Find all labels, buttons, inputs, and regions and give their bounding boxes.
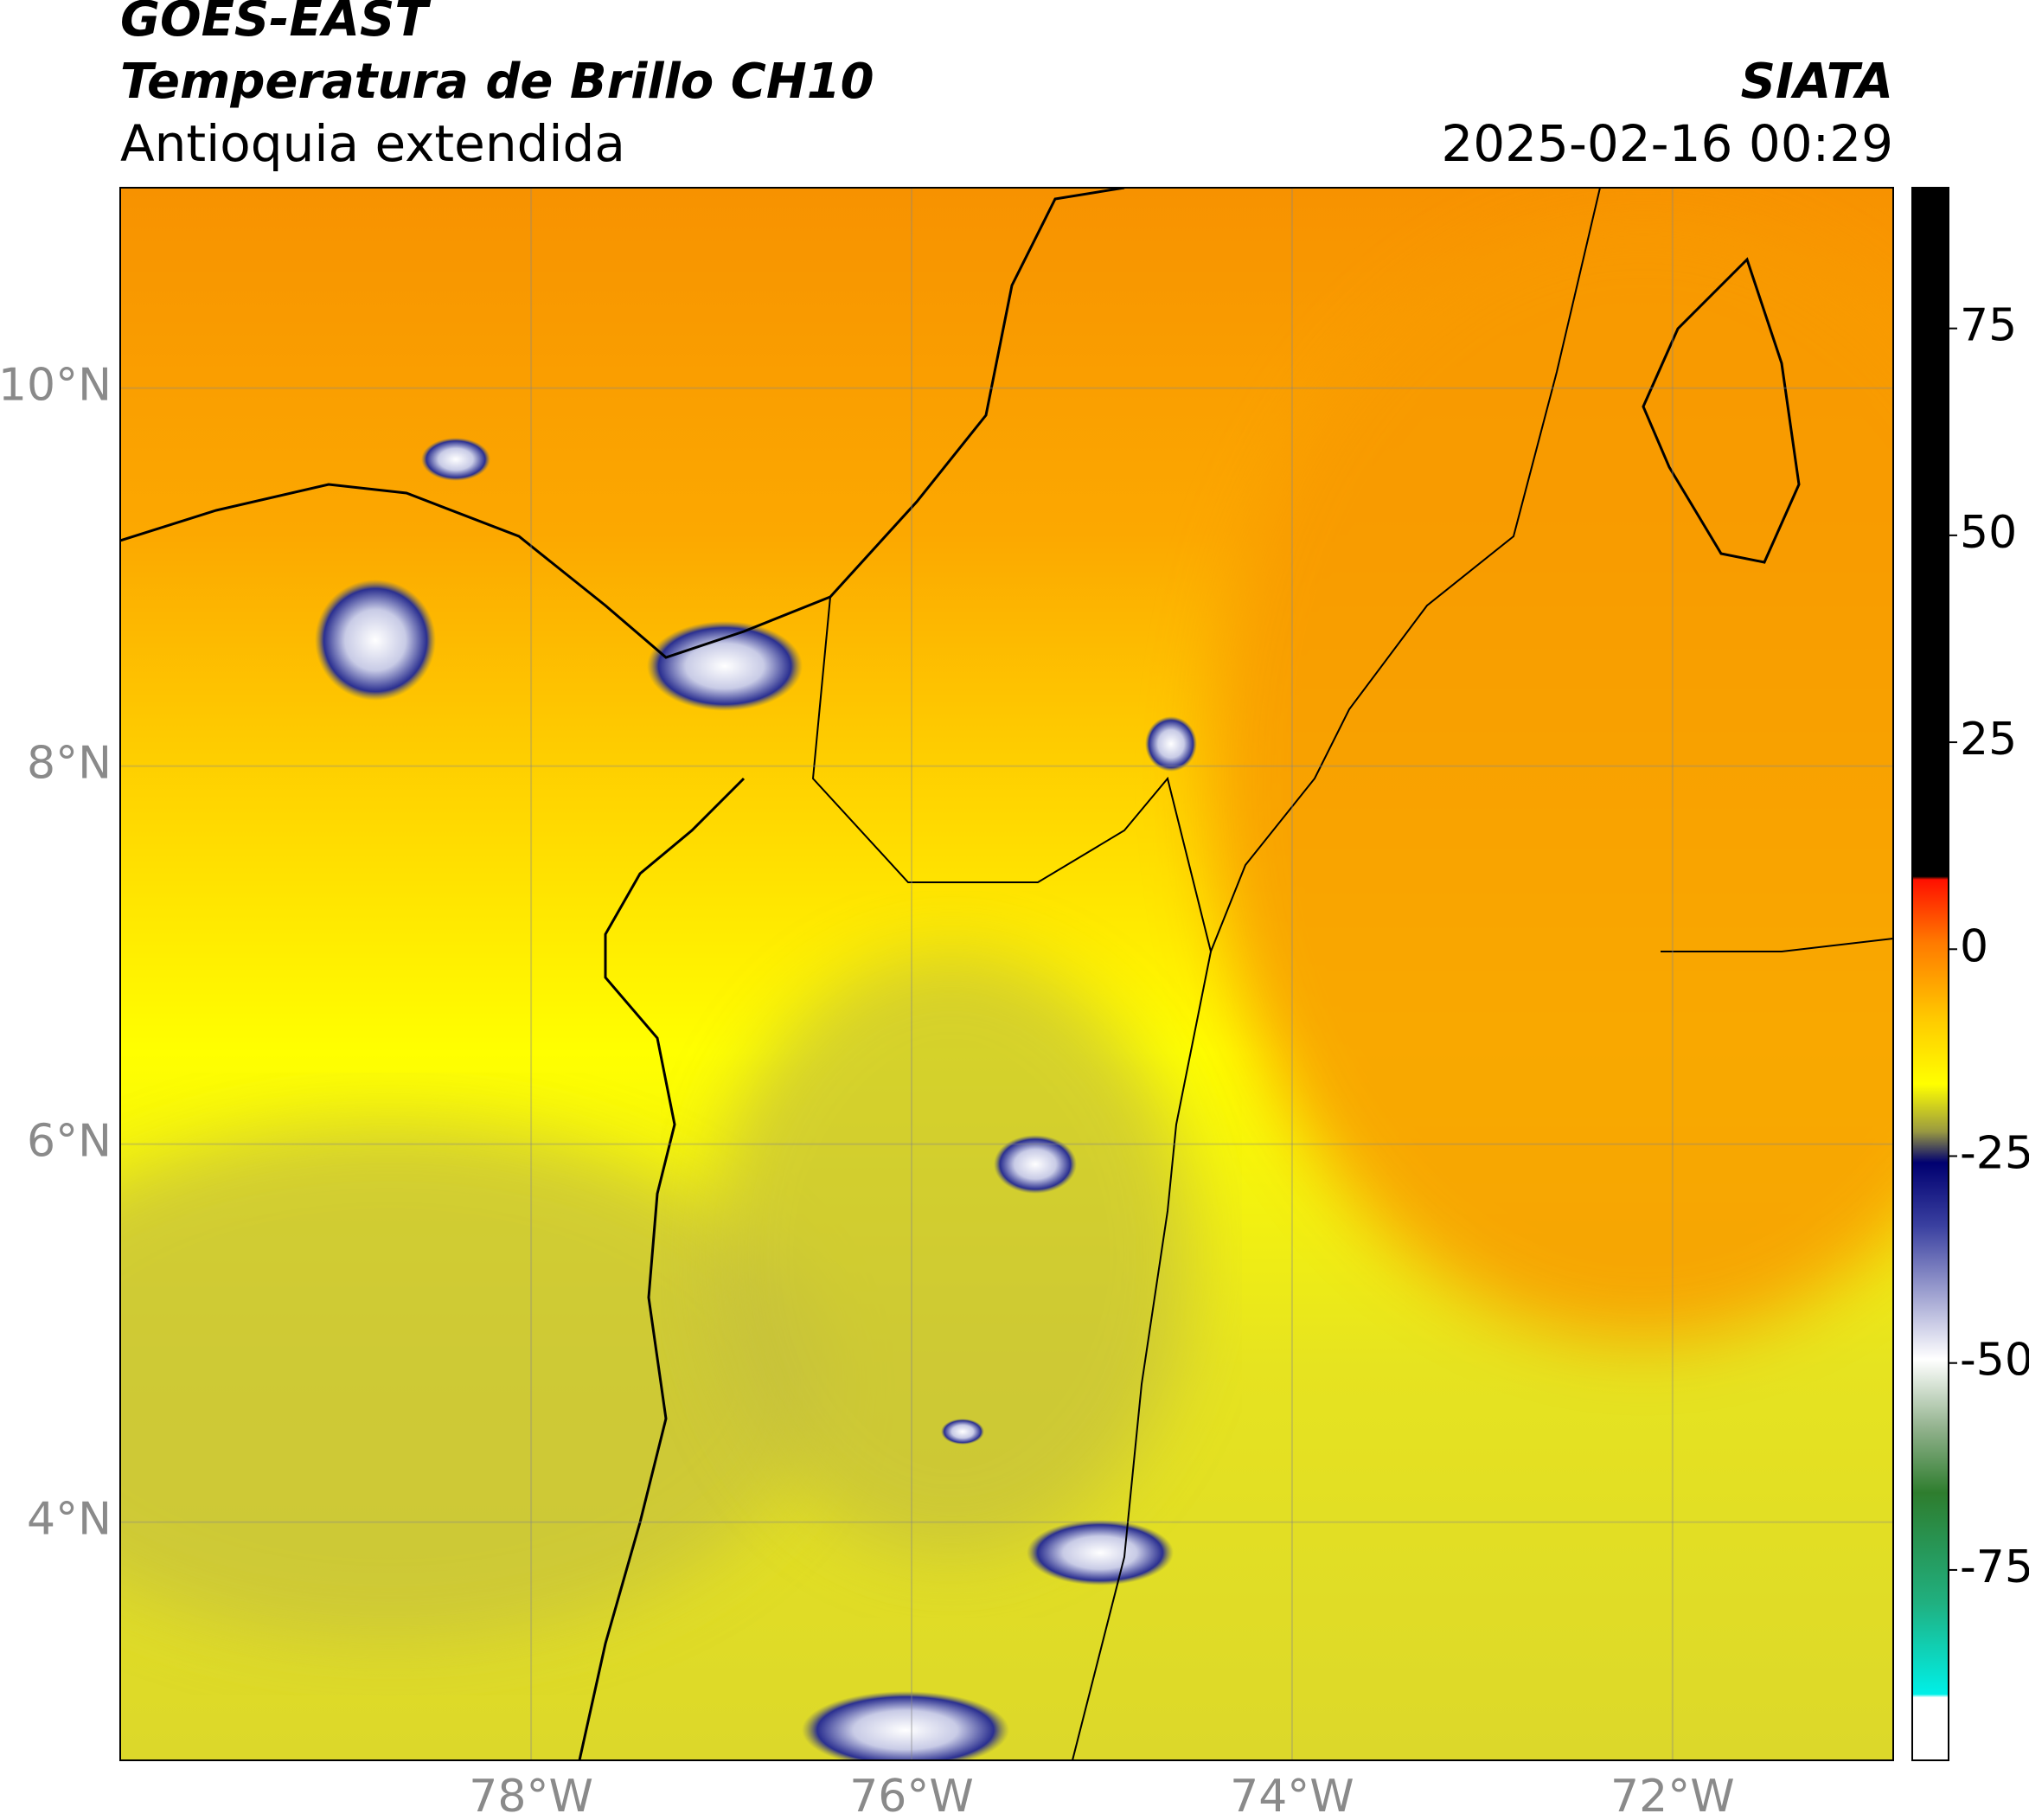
cloud [1027,1520,1174,1586]
colorbar [1911,187,1949,1761]
colorbar-label: 75 [1960,300,2017,352]
colorbar-label: 50 [1960,507,2017,559]
lat-label: 4°N [27,1494,112,1546]
lon-label: 76°W [849,1771,974,1817]
lon-label: 72°W [1610,1771,1735,1817]
warm-area [1211,216,1893,1341]
cloud [994,1135,1077,1194]
lake [1642,257,1801,564]
grid [120,188,1893,1760]
border [811,188,1601,955]
cool-area [120,1125,822,1644]
cloud [421,438,490,481]
lat-label: 10°N [0,360,112,412]
cloud [647,621,803,711]
lat-label: 8°N [27,738,112,790]
border [1072,951,1212,1760]
lat-label: 6°N [27,1116,112,1168]
colorbar-label: 25 [1960,714,2017,766]
colorbar-label: -50 [1960,1335,2029,1387]
cloud [315,580,436,701]
title: GOES-EAST [120,0,431,48]
datetime: 2025-02-16 00:29 [1441,114,1893,173]
border [120,188,1125,659]
lon-label: 74°W [1230,1771,1354,1817]
cloud [1145,716,1197,772]
satellite-image [120,188,1893,1760]
border [1661,938,1893,952]
colorbar-label: -75 [1960,1541,2029,1593]
organization: SIATA [1741,54,1893,110]
cloud [941,1419,984,1445]
colorbar-label: 0 [1960,920,1988,972]
cool-area [709,952,1194,1557]
cloud [802,1691,1009,1760]
border [578,777,746,1760]
lon-label: 78°W [469,1771,593,1817]
map-frame [119,187,1894,1761]
region: Antioquia extendida [120,114,625,173]
subtitle: Temperatura de Brillo CH10 [120,54,874,110]
colorbar-label: -25 [1960,1128,2029,1180]
